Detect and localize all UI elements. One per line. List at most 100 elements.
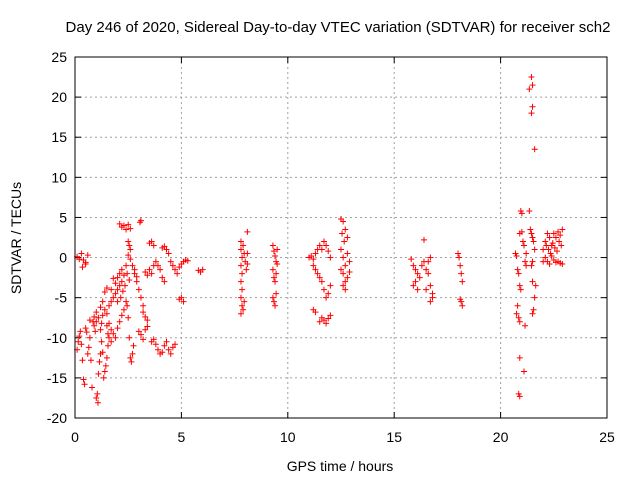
data-point <box>86 317 93 324</box>
data-point <box>92 328 99 335</box>
data-point <box>127 225 134 232</box>
data-point <box>108 286 115 293</box>
data-point <box>137 217 144 224</box>
data-point <box>79 264 86 271</box>
data-point <box>103 310 110 317</box>
data-point <box>528 74 535 81</box>
data-point <box>98 338 105 345</box>
data-point <box>456 254 463 261</box>
data-point <box>273 290 280 297</box>
data-point <box>85 344 92 351</box>
data-point <box>521 242 528 249</box>
data-point <box>112 334 119 341</box>
data-point <box>150 336 157 343</box>
data-point <box>125 252 132 259</box>
data-point <box>95 314 102 321</box>
plot-frame <box>74 56 608 419</box>
data-point <box>178 294 185 301</box>
data-point <box>131 266 138 273</box>
x-axis-label: GPS time / hours <box>287 458 394 474</box>
data-point <box>239 270 246 277</box>
data-point <box>316 242 323 249</box>
y-tick-label: 15 <box>51 129 67 145</box>
data-point <box>104 330 111 337</box>
data-point <box>180 298 187 305</box>
data-point <box>154 346 161 353</box>
data-point <box>529 310 536 317</box>
data-point <box>159 274 166 281</box>
data-point <box>423 266 430 273</box>
data-point <box>244 250 251 257</box>
data-point <box>458 270 465 277</box>
data-point <box>161 278 168 285</box>
data-point <box>320 238 327 245</box>
data-point <box>148 270 155 277</box>
data-point <box>150 242 157 249</box>
data-point <box>344 250 351 257</box>
data-point <box>412 266 419 273</box>
data-point <box>144 317 151 324</box>
data-point <box>270 248 277 255</box>
data-point <box>104 342 111 349</box>
data-point <box>526 86 533 93</box>
data-point <box>427 298 434 305</box>
data-point <box>542 254 549 261</box>
data-point <box>310 306 317 313</box>
data-point <box>120 306 127 313</box>
data-point <box>410 282 417 289</box>
data-point <box>540 246 547 253</box>
data-point <box>341 238 348 245</box>
data-point <box>110 330 117 337</box>
data-point <box>314 270 321 277</box>
data-point <box>312 266 319 273</box>
data-point <box>100 374 107 381</box>
data-point <box>76 333 83 340</box>
x-tick-label: 25 <box>599 429 615 445</box>
data-point <box>110 294 117 301</box>
data-point <box>420 236 427 243</box>
data-point <box>176 264 183 271</box>
data-point <box>338 246 344 253</box>
data-point <box>519 238 526 245</box>
data-point <box>125 221 132 228</box>
data-point <box>514 266 521 273</box>
data-point <box>116 282 123 289</box>
data-point <box>532 282 539 289</box>
x-tick-label: 15 <box>386 429 402 445</box>
data-point <box>102 362 109 369</box>
data-point <box>339 230 346 237</box>
data-point <box>327 312 334 319</box>
data-point <box>274 260 281 267</box>
data-point <box>106 334 113 341</box>
data-point <box>169 262 176 269</box>
data-point <box>82 259 89 266</box>
data-point <box>316 318 323 325</box>
data-point <box>106 302 113 309</box>
data-point <box>269 294 276 301</box>
x-tick-label: 0 <box>71 429 79 445</box>
x-tick-label: 10 <box>280 429 296 445</box>
data-point <box>137 294 144 301</box>
y-tick-label: 20 <box>51 89 67 105</box>
data-point <box>84 350 91 357</box>
data-point <box>518 210 525 217</box>
data-point <box>140 336 147 343</box>
data-point <box>123 226 130 233</box>
data-point <box>99 312 106 319</box>
data-point <box>269 266 276 273</box>
data-point <box>528 110 535 117</box>
data-point <box>243 266 250 273</box>
data-point <box>318 246 325 253</box>
data-point <box>513 252 520 259</box>
data-point <box>408 256 415 263</box>
data-point <box>103 285 110 292</box>
y-axis-ticks: -20 -15 -10 -5 0 5 10 15 20 25 <box>47 49 607 426</box>
data-point <box>167 350 174 357</box>
data-point <box>323 294 330 301</box>
data-point <box>308 252 315 259</box>
data-point <box>94 399 101 406</box>
data-point <box>114 286 121 293</box>
data-point <box>523 250 530 257</box>
data-point <box>515 270 522 277</box>
data-point <box>125 238 132 245</box>
